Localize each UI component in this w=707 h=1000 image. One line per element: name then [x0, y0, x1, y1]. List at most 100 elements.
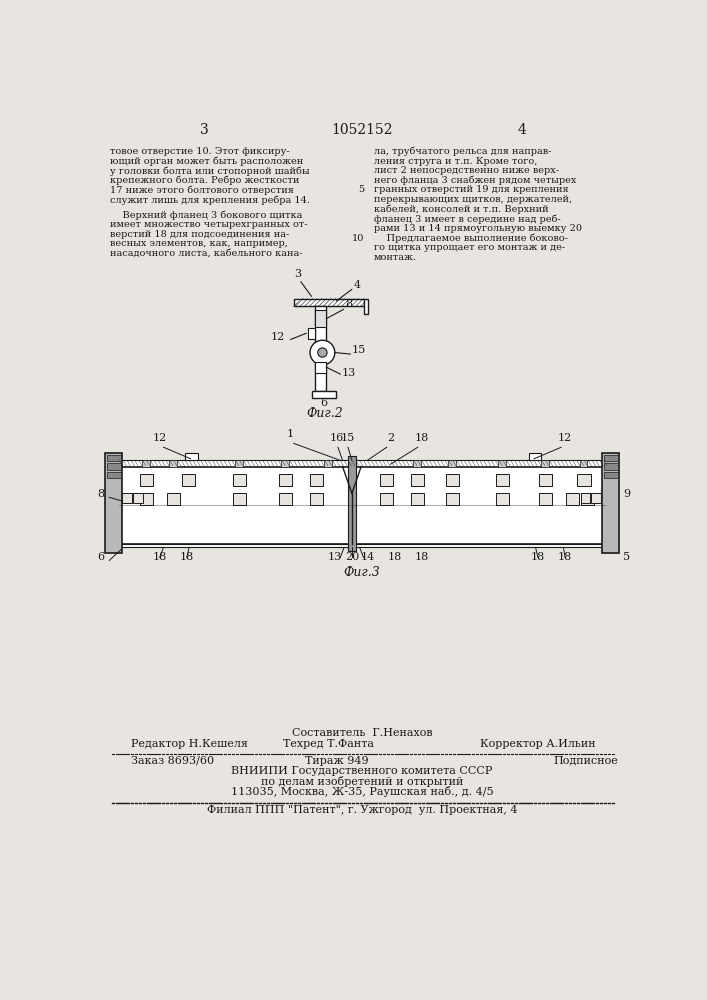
- Text: 3: 3: [294, 269, 301, 279]
- Text: 13: 13: [328, 552, 342, 562]
- Text: Редактор Н.Кешеля: Редактор Н.Кешеля: [131, 739, 248, 749]
- Text: 15: 15: [352, 345, 366, 355]
- Text: товое отверстие 10. Этот фиксиру-: товое отверстие 10. Этот фиксиру-: [110, 147, 290, 156]
- Text: монтаж.: монтаж.: [373, 253, 416, 262]
- Bar: [604, 472, 618, 478]
- Bar: [539, 493, 552, 505]
- Bar: [411, 493, 424, 505]
- Text: ления струга и т.п. Кроме того,: ления струга и т.п. Кроме того,: [373, 157, 537, 166]
- Text: 12: 12: [153, 433, 167, 443]
- Text: 8: 8: [345, 299, 352, 309]
- Bar: [182, 474, 195, 486]
- Bar: [122, 493, 132, 503]
- Text: 2: 2: [387, 433, 395, 443]
- Text: 18: 18: [414, 433, 428, 443]
- Text: лист 2 непосредственно ниже верх-: лист 2 непосредственно ниже верх-: [373, 166, 559, 175]
- Bar: [142, 460, 150, 466]
- Text: ющий орган может быть расположен: ющий орган может быть расположен: [110, 157, 303, 166]
- Bar: [580, 493, 590, 503]
- Bar: [293, 299, 363, 306]
- Text: Фиг.2: Фиг.2: [306, 407, 343, 420]
- Bar: [602, 453, 619, 553]
- Text: 20: 20: [345, 552, 359, 562]
- Bar: [496, 493, 509, 505]
- Bar: [139, 474, 153, 486]
- Text: 13: 13: [341, 368, 356, 378]
- Bar: [107, 472, 121, 478]
- Bar: [107, 455, 121, 461]
- Text: Фиг.3: Фиг.3: [344, 566, 380, 579]
- Text: Подписное: Подписное: [554, 756, 618, 766]
- Text: кабелей, консолей и т.п. Верхний: кабелей, консолей и т.п. Верхний: [373, 205, 548, 214]
- Text: го щитка упрощает его монтаж и де-: го щитка упрощает его монтаж и де-: [373, 243, 565, 252]
- Text: Верхний фланец 3 бокового щитка: Верхний фланец 3 бокового щитка: [110, 210, 303, 220]
- Bar: [604, 455, 618, 461]
- Text: перекрывающих щитков, держателей,: перекрывающих щитков, держателей,: [373, 195, 572, 204]
- Text: 18: 18: [558, 552, 572, 562]
- Bar: [580, 460, 588, 466]
- Circle shape: [310, 340, 335, 365]
- Bar: [134, 493, 143, 503]
- Bar: [604, 463, 618, 470]
- Text: 18: 18: [180, 552, 194, 562]
- Bar: [581, 493, 595, 505]
- Text: 9: 9: [623, 489, 630, 499]
- Text: 5: 5: [358, 185, 364, 194]
- Text: 113035, Москва, Ж-35, Раушская наб., д. 4/5: 113035, Москва, Ж-35, Раушская наб., д. …: [230, 786, 493, 797]
- Bar: [541, 460, 549, 466]
- Bar: [324, 460, 332, 466]
- Bar: [380, 474, 393, 486]
- Bar: [312, 391, 337, 398]
- Text: Филиал ППП "Патент", г. Ужгород  ул. Проектная, 4: Филиал ППП "Патент", г. Ужгород ул. Прое…: [206, 805, 518, 815]
- Bar: [308, 328, 315, 339]
- Text: фланец 3 имеет в середине над реб-: фланец 3 имеет в середине над реб-: [373, 214, 560, 224]
- Text: 17 ниже этого болтового отверстия: 17 ниже этого болтового отверстия: [110, 185, 294, 195]
- Bar: [498, 460, 506, 466]
- Bar: [411, 474, 424, 486]
- Bar: [310, 474, 323, 486]
- Bar: [169, 460, 177, 466]
- Bar: [139, 493, 153, 505]
- Text: насадочного листа, кабельного кана-: насадочного листа, кабельного кана-: [110, 249, 303, 258]
- Text: служит лишь для крепления ребра 14.: служит лишь для крепления ребра 14.: [110, 195, 310, 205]
- Text: 18: 18: [387, 552, 402, 562]
- Bar: [167, 493, 180, 505]
- Bar: [279, 493, 292, 505]
- Text: 4: 4: [518, 123, 527, 137]
- Text: ла, трубчатого рельса для направ-: ла, трубчатого рельса для направ-: [373, 147, 551, 156]
- Bar: [233, 493, 246, 505]
- Text: 6: 6: [97, 552, 104, 562]
- Text: Корректор А.Ильин: Корректор А.Ильин: [480, 739, 596, 749]
- Text: Заказ 8693/60: Заказ 8693/60: [131, 756, 214, 766]
- Bar: [591, 493, 601, 503]
- Text: 16: 16: [329, 433, 344, 443]
- Text: имеет множество четырехгранных от-: имеет множество четырехгранных от-: [110, 220, 308, 229]
- Text: 12: 12: [270, 332, 284, 342]
- Bar: [119, 466, 605, 544]
- Bar: [315, 310, 327, 327]
- Text: 12: 12: [558, 433, 572, 443]
- Bar: [107, 463, 121, 470]
- Text: 4: 4: [354, 280, 361, 290]
- Text: 10: 10: [352, 234, 364, 243]
- Bar: [445, 493, 459, 505]
- Text: 3: 3: [200, 123, 209, 137]
- Text: рами 13 и 14 прямоугольную выемку 20: рами 13 и 14 прямоугольную выемку 20: [373, 224, 582, 233]
- Bar: [578, 474, 590, 486]
- Bar: [539, 474, 552, 486]
- Bar: [448, 460, 456, 466]
- Text: ВНИИПИ Государственного комитета СССР: ВНИИПИ Государственного комитета СССР: [231, 766, 493, 776]
- Text: Составитель  Г.Ненахов: Составитель Г.Ненахов: [292, 728, 432, 738]
- Text: 1: 1: [286, 429, 293, 439]
- Bar: [363, 299, 368, 314]
- Text: 14: 14: [361, 552, 375, 562]
- Bar: [445, 474, 459, 486]
- Text: Тираж 949: Тираж 949: [305, 756, 368, 766]
- Bar: [496, 474, 509, 486]
- Bar: [105, 453, 122, 553]
- Bar: [281, 460, 289, 466]
- Text: у головки болта или стопорной шайбы: у головки болта или стопорной шайбы: [110, 166, 310, 176]
- Text: 18: 18: [531, 552, 545, 562]
- Bar: [413, 460, 421, 466]
- Text: Техред Т.Фанта: Техред Т.Фанта: [283, 739, 374, 749]
